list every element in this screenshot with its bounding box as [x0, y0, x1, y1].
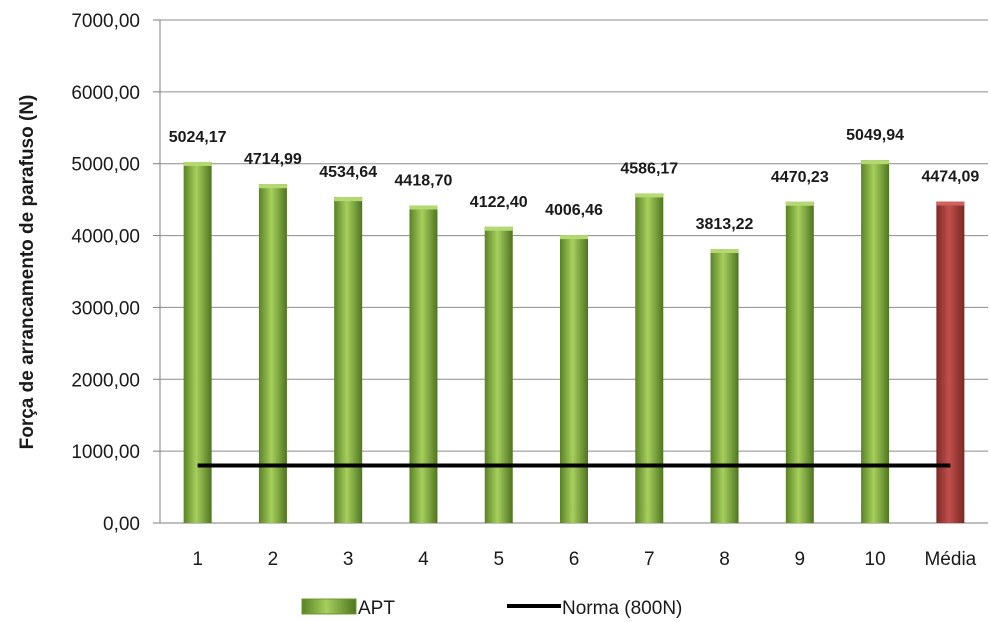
bar	[861, 160, 890, 523]
x-tick-label: Média	[924, 549, 976, 570]
x-tick-label: 9	[795, 549, 806, 570]
bar-cap	[785, 201, 814, 206]
y-tick-label: 0,00	[103, 514, 140, 535]
bar	[183, 161, 212, 524]
data-label: 5049,94	[846, 127, 904, 144]
y-tick-label: 1000,00	[71, 442, 140, 463]
y-tick-label: 5000,00	[71, 155, 140, 176]
bar-cap	[861, 160, 890, 165]
data-label: 4122,40	[470, 194, 528, 211]
bar	[936, 201, 965, 523]
bar-cap	[635, 193, 664, 198]
y-tick-label: 2000,00	[71, 370, 140, 391]
data-label: 4418,70	[395, 172, 453, 189]
bars	[183, 160, 965, 524]
y-tick-label: 3000,00	[71, 298, 140, 319]
bar-cap	[183, 161, 212, 166]
bar-cap	[710, 248, 739, 253]
bar	[710, 248, 739, 523]
bar	[334, 197, 363, 523]
bar	[258, 184, 287, 524]
x-tick-label: 10	[865, 549, 886, 570]
y-tick-label: 7000,00	[71, 11, 140, 32]
bar	[409, 205, 438, 523]
bar-cap	[484, 226, 513, 231]
legend-label-apt: APT	[358, 598, 395, 619]
legend-swatch-apt	[301, 598, 357, 615]
data-labels: 5024,17 4714,99 4534,64 4418,70 4122,40 4006,…	[169, 127, 980, 233]
data-label: 4534,64	[319, 164, 377, 181]
y-tick-label: 4000,00	[71, 227, 140, 248]
x-tick-label: 8	[719, 549, 730, 570]
x-tick-label: 5	[493, 549, 504, 570]
bar-cap	[409, 205, 438, 210]
bar	[560, 235, 588, 523]
bar-cap	[258, 184, 287, 189]
x-tick-label: 7	[644, 549, 655, 570]
bar-cap	[936, 201, 965, 206]
y-axis-title: Força de arrancamento de parafuso (N)	[17, 95, 38, 450]
y-tick-label: 6000,00	[71, 83, 140, 104]
data-label: 4470,23	[771, 169, 829, 186]
data-label: 4006,46	[545, 202, 603, 219]
x-axis-ticks: 1 2 3 4 5 6 7 8 9 10 Média	[192, 549, 976, 570]
x-tick-label: 4	[418, 549, 429, 570]
x-tick-label: 2	[268, 549, 279, 570]
y-axis-ticks: 0,00 1000,00 2000,00 3000,00 4000,00 5000,00 6…	[71, 11, 140, 535]
bar-cap	[560, 235, 588, 240]
data-label: 4714,99	[244, 151, 302, 168]
legend: APT Norma (800N)	[301, 598, 682, 619]
bar	[635, 193, 664, 523]
data-label: 4586,17	[620, 160, 678, 177]
x-tick-label: 6	[569, 549, 580, 570]
x-tick-label: 3	[343, 549, 354, 570]
data-label: 4474,09	[921, 169, 979, 186]
legend-label-norma: Norma (800N)	[562, 598, 682, 619]
data-label: 5024,17	[169, 129, 227, 146]
x-tick-label: 1	[192, 549, 203, 570]
bar-cap	[334, 197, 363, 202]
bar	[484, 226, 513, 523]
data-label: 3813,22	[696, 216, 754, 233]
bar	[785, 201, 814, 523]
